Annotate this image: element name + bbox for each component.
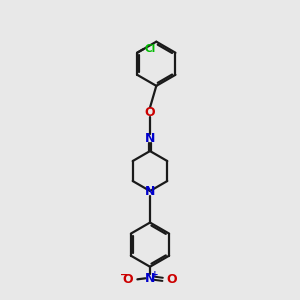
Text: N: N xyxy=(145,272,155,285)
Text: +: + xyxy=(151,270,158,279)
Text: Cl: Cl xyxy=(145,44,156,54)
Text: N: N xyxy=(145,184,155,197)
Text: O: O xyxy=(145,106,155,118)
Text: N: N xyxy=(145,132,155,145)
Text: O: O xyxy=(122,273,133,286)
Text: O: O xyxy=(167,273,178,286)
Text: −: − xyxy=(120,270,128,280)
